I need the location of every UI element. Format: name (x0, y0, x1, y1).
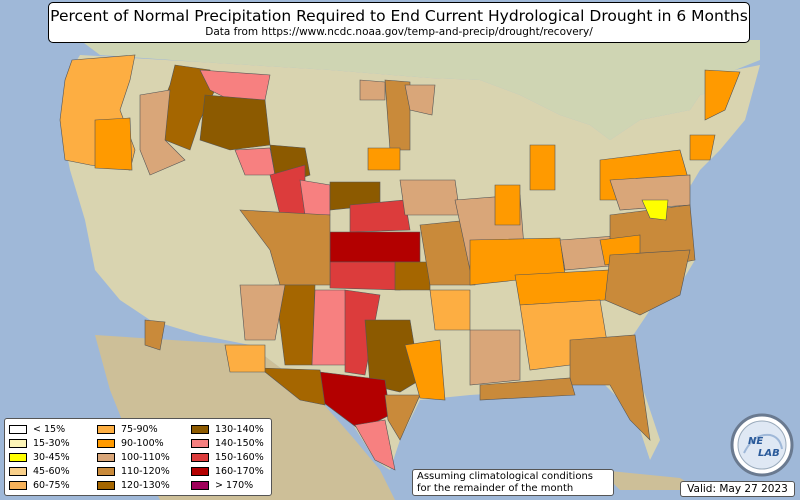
cuba (600, 470, 700, 490)
region-kansas (329, 231, 421, 263)
legend-col-2: 75-90% 90-100% 100-110% 110-120% 120-130… (97, 422, 170, 492)
region-delmarva (641, 199, 669, 221)
legend-col-1: < 15% 15-30% 30-45% 45-60% 60-75% (9, 422, 70, 492)
logo-globe (737, 420, 787, 470)
region-florida-coast (479, 377, 576, 401)
note-line-1: Assuming climatological conditions (417, 471, 593, 482)
region-minnesota (384, 79, 411, 151)
region-minnesota-orange (367, 147, 401, 171)
legend-swatch (191, 466, 209, 476)
legend-swatch (97, 466, 115, 476)
legend-item: 15-30% (9, 436, 70, 450)
legend-col-3: 130-140% 140-150% 150-160% 160-170% > 17… (191, 422, 264, 492)
legend-item: 160-170% (191, 464, 264, 478)
legend-item: 130-140% (191, 422, 264, 436)
legend-item: 100-110% (97, 450, 170, 464)
legend-swatch (191, 452, 209, 462)
region-oklahoma (329, 261, 401, 291)
legend-item: 75-90% (97, 422, 170, 436)
legend-swatch (97, 438, 115, 448)
legend-item: 30-45% (9, 450, 70, 464)
legend-item: > 170% (191, 478, 264, 492)
legend-item: 120-130% (97, 478, 170, 492)
legend-item: 140-150% (191, 436, 264, 450)
legend-item: 90-100% (97, 436, 170, 450)
legend-swatch (97, 424, 115, 434)
legend-swatch (9, 452, 27, 462)
region-utah (239, 284, 286, 341)
region-michigan (529, 144, 556, 191)
region-oklahoma-east (394, 261, 431, 291)
legend-swatch (191, 424, 209, 434)
legend-item: 150-160% (191, 450, 264, 464)
region-tennessee (514, 269, 611, 306)
nelab-logo: NE LAB (730, 413, 794, 477)
legend-item: 110-120% (97, 464, 170, 478)
region-arizona-w (144, 319, 166, 351)
legend-swatch (9, 424, 27, 434)
region-indiana (494, 184, 521, 226)
legend: < 15% 15-30% 30-45% 45-60% 60-75% 75-90%… (4, 418, 272, 496)
legend-swatch (97, 480, 115, 490)
region-wyoming (199, 94, 271, 151)
legend-swatch (191, 480, 209, 490)
legend-swatch (97, 452, 115, 462)
valid-date: Valid: May 27 2023 (680, 481, 795, 497)
region-idaho (139, 89, 186, 176)
logo-text-bottom: LAB (758, 448, 780, 459)
assumption-note: Assuming climatological conditions for t… (412, 469, 614, 496)
region-new-england (704, 69, 741, 121)
legend-item: 60-75% (9, 478, 70, 492)
logo-arc (743, 433, 783, 454)
region-iowa (399, 179, 461, 216)
region-oregon-inner (94, 117, 133, 171)
region-new-mexico-east (311, 289, 351, 366)
legend-swatch (9, 480, 27, 490)
logo-text-top: NE (748, 436, 763, 447)
legend-swatch (191, 438, 209, 448)
title-box: Percent of Normal Precipitation Required… (48, 2, 750, 43)
region-carolinas (604, 249, 691, 316)
region-new-england-south (689, 134, 716, 161)
map-title: Percent of Normal Precipitation Required… (50, 7, 748, 25)
region-nebraska-red (349, 199, 411, 233)
map-subtitle: Data from https://www.ncdc.noaa.gov/temp… (205, 26, 593, 38)
region-texas-coast (384, 394, 421, 441)
region-texas-east (364, 319, 421, 393)
region-arizona-se (224, 344, 266, 373)
region-missouri (419, 219, 476, 286)
region-north-dakota (359, 79, 386, 101)
legend-swatch (9, 438, 27, 448)
region-arkansas (429, 289, 471, 331)
canada (80, 40, 760, 140)
legend-item: 45-60% (9, 464, 70, 478)
region-louisiana (404, 339, 446, 401)
legend-swatch (9, 466, 27, 476)
region-texas-south (354, 419, 396, 471)
region-texas-panhandle (344, 289, 381, 376)
region-alabama (469, 329, 521, 386)
region-texas-west (259, 367, 326, 406)
note-line-2: for the remainder of the month (417, 483, 574, 494)
region-nebraska-west (299, 179, 331, 216)
legend-item: < 15% (9, 422, 70, 436)
region-wisconsin (404, 84, 436, 116)
